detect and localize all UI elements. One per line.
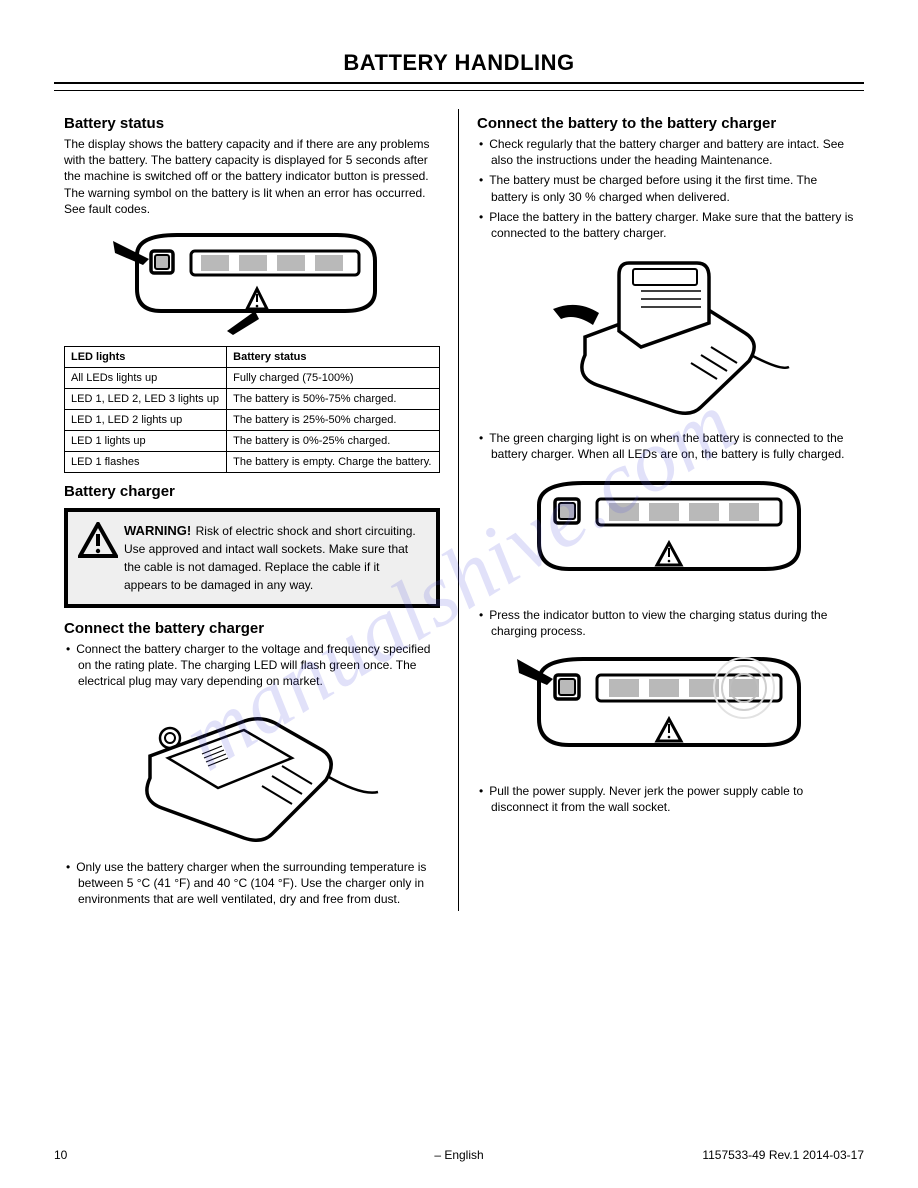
table-header-led: LED lights [65,346,227,367]
warning-box: WARNING! Risk of electric shock and shor… [64,508,440,608]
right-bullet-1: Check regularly that the battery charger… [491,136,854,168]
footer-mid: – English [434,1148,483,1162]
footer-page: 10 [54,1148,67,1162]
warning-triangle-icon [78,522,118,558]
right-column: Connect the battery to the battery charg… [459,109,864,911]
right-bullet-6: Pull the power supply. Never jerk the po… [491,783,854,815]
left-column: Battery status The display shows the bat… [54,109,459,911]
sub-connect-charger: Connect the battery charger [64,620,440,637]
rule-top [54,82,864,84]
table-row: LED 1 flashesThe battery is empty. Charg… [65,451,440,472]
right-bullet-3: Place the battery in the battery charger… [491,209,854,241]
left-bullet-2: Only use the battery charger when the su… [78,859,440,908]
table-row: LED 1, LED 2 lights upThe battery is 25%… [65,409,440,430]
footer: 10 – English 1157533-49 Rev.1 2014-03-17 [54,1148,864,1162]
warning-label: WARNING! [124,523,191,538]
right-bullet-4: The green charging light is on when the … [491,430,854,462]
led-status-table: LED lights Battery status All LEDs light… [64,346,440,473]
right-bullet-2: The battery must be charged before using… [491,172,854,204]
right-bullet-5: Press the indicator button to view the c… [491,607,854,639]
left-bullet-1: Connect the battery charger to the volta… [78,641,440,690]
battery-bottom-figure [513,645,818,775]
sub-connect-battery-charger: Connect the battery to the battery charg… [477,115,854,132]
table-row: LED 1, LED 2, LED 3 lights upThe battery… [65,388,440,409]
charger-figure [122,696,382,851]
rule-top-2 [54,90,864,91]
sub-battery-status: Battery status [64,115,440,132]
footer-right: 1157533-49 Rev.1 2014-03-17 [702,1148,864,1162]
battery-mid-figure [513,469,818,599]
section-heading: BATTERY HANDLING [54,50,864,76]
battery-status-body: The display shows the battery capacity a… [64,136,440,217]
sub-battery-charger: Battery charger [64,483,440,500]
table-row: LED 1 lights upThe battery is 0%-25% cha… [65,430,440,451]
two-column-layout: Battery status The display shows the bat… [54,109,864,911]
charger-battery-figure [541,247,791,422]
battery-top-figure [107,223,397,338]
table-row: All LEDs lights upFully charged (75-100%… [65,367,440,388]
table-header-status: Battery status [227,346,440,367]
